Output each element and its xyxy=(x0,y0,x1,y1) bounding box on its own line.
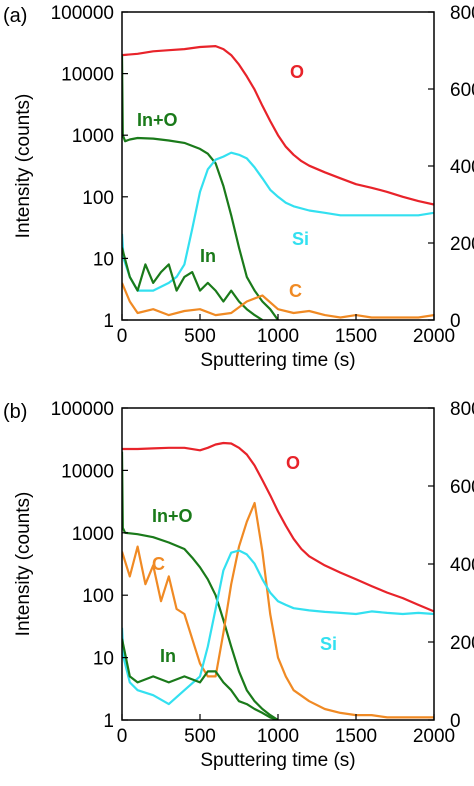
y-tick-label: 100000 xyxy=(51,3,114,24)
plot-frame xyxy=(121,407,435,721)
panel-label: (a) xyxy=(3,5,27,27)
series-label-si: Si xyxy=(320,634,337,654)
y2-tick-label: 600 xyxy=(450,80,474,101)
y-tick-label: 1000 xyxy=(72,126,114,147)
y2-tick-label: 600 xyxy=(450,477,474,498)
series-line-c xyxy=(122,282,434,319)
y2-tick-label: 0 xyxy=(450,311,461,332)
y2-tick-label: 0 xyxy=(450,711,461,732)
y-tick-label: 1 xyxy=(103,711,114,732)
x-axis-label: Sputtering time (s) xyxy=(200,350,355,371)
y-tick-label: 100000 xyxy=(51,399,114,420)
y-tick-label: 10000 xyxy=(61,65,114,86)
y2-tick-label: 400 xyxy=(450,555,474,576)
series-line-in xyxy=(122,247,263,320)
series-group xyxy=(122,44,434,320)
series-label-in-o: In+O xyxy=(137,110,178,130)
y-tick-label: 100 xyxy=(82,188,114,209)
x-tick-label: 1500 xyxy=(335,326,377,347)
x-tick-label: 0 xyxy=(117,326,128,347)
series-line-c xyxy=(122,501,434,719)
x-axis-label: Sputtering time (s) xyxy=(200,750,355,771)
x-tick-label: 1500 xyxy=(335,726,377,747)
y-axis-label: Intensity (counts) xyxy=(13,492,34,637)
y-tick-label: 1 xyxy=(103,311,114,332)
series-label-o: O xyxy=(286,453,300,473)
y-axis-label: Intensity (counts) xyxy=(13,94,34,239)
panel-label: (b) xyxy=(3,401,27,423)
series-line-si xyxy=(122,151,434,292)
chart-panel-1: 0 500 1000 1500 2000 1 10 100 1000 10000 100000 0 20… xyxy=(3,3,474,371)
x-tick-label: 500 xyxy=(184,326,216,347)
series-label-c: C xyxy=(289,281,302,301)
y2-tick-label: 200 xyxy=(450,234,474,255)
series-line-o xyxy=(122,441,434,613)
x-tick-label: 2000 xyxy=(413,326,455,347)
y2-tick-label: 200 xyxy=(450,633,474,654)
series-line-o xyxy=(122,44,434,206)
series-line-si xyxy=(122,549,434,706)
series-group xyxy=(122,441,434,720)
plot-frame xyxy=(121,11,435,321)
series-label-in: In xyxy=(160,646,176,666)
x-tick-label: 1000 xyxy=(257,726,299,747)
chart-panel-2: 0 500 1000 1500 2000 1 10 100 1000 10000 100000 0 20… xyxy=(3,399,474,771)
series-line-in-o xyxy=(122,55,279,320)
x-tick-label: 2000 xyxy=(413,726,455,747)
y-tick-label: 100 xyxy=(82,586,114,607)
series-line-in xyxy=(122,638,279,720)
y-tick-label: 1000 xyxy=(72,524,114,545)
y2-tick-label: 400 xyxy=(450,157,474,178)
series-label-c: C xyxy=(152,554,165,574)
series-label-in-o: In+O xyxy=(152,506,193,526)
x-tick-label: 500 xyxy=(184,726,216,747)
series-line-in-o xyxy=(122,451,279,720)
series-label-si: Si xyxy=(292,229,309,249)
x-tick-label: 1000 xyxy=(257,326,299,347)
series-label-o: O xyxy=(290,62,304,82)
y2-tick-label: 800 xyxy=(450,3,474,24)
x-tick-label: 0 xyxy=(117,726,128,747)
y-tick-label: 10000 xyxy=(61,461,114,482)
y-tick-label: 10 xyxy=(93,649,114,670)
y2-tick-label: 800 xyxy=(450,399,474,420)
y-tick-label: 10 xyxy=(93,249,114,270)
series-label-in: In xyxy=(200,246,216,266)
